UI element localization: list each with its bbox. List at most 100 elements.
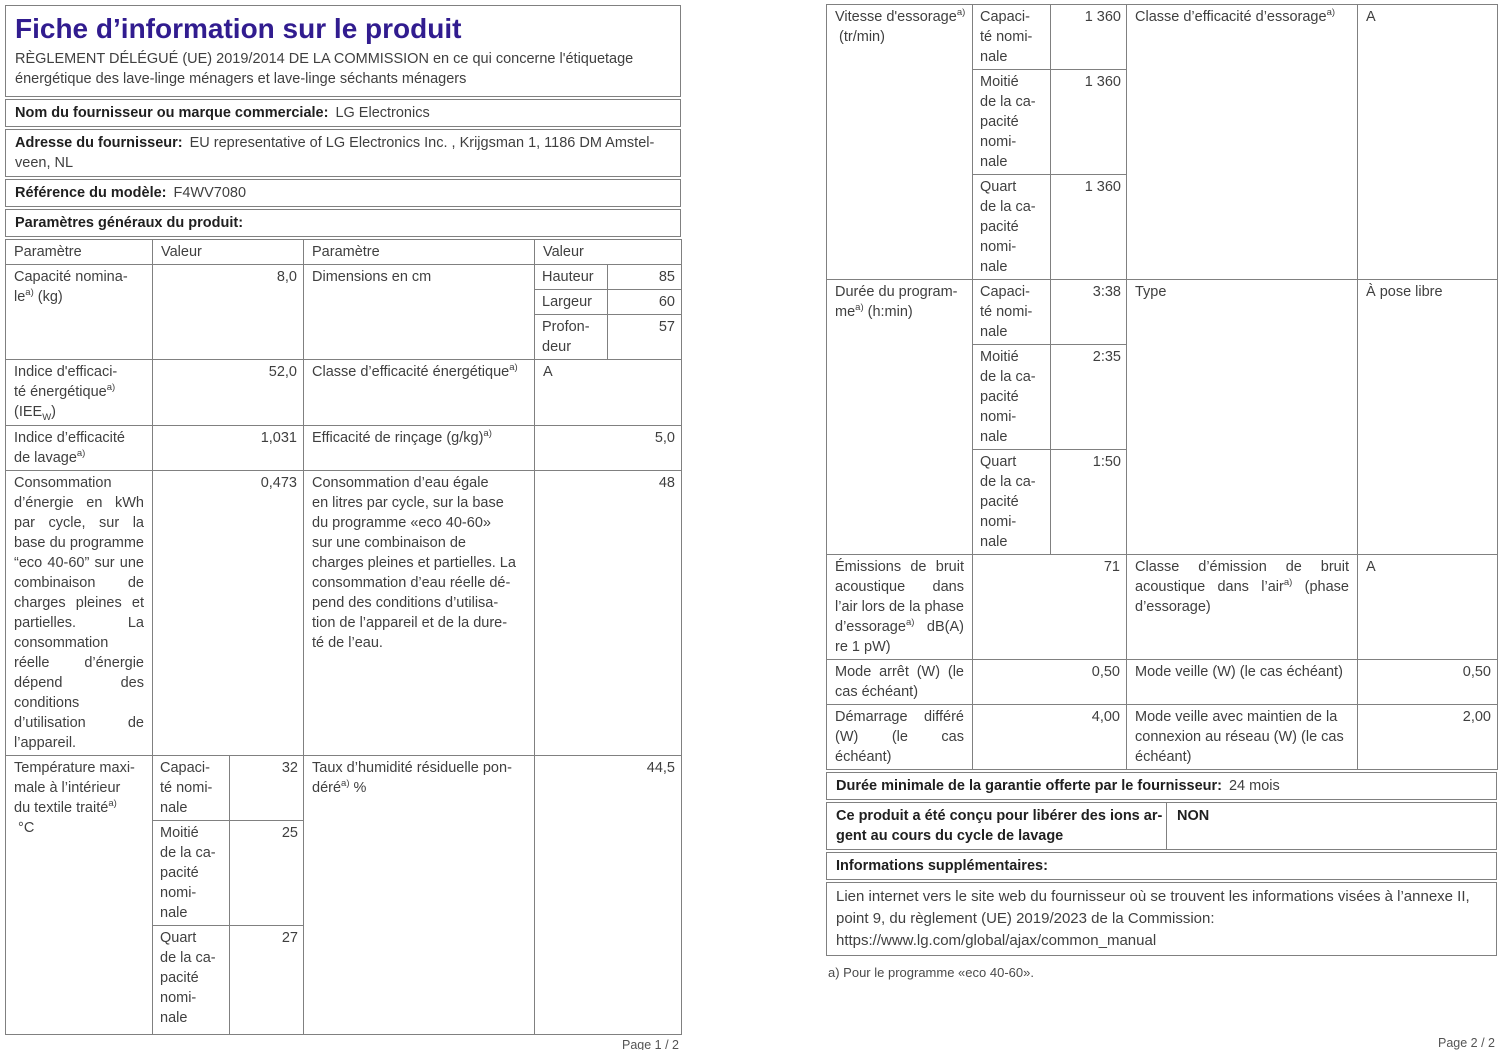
spin-speed-label: Vitesse d'essoragea) (tr/min) xyxy=(826,4,973,280)
page2-footer: Page 2 / 2 xyxy=(1438,1036,1495,1050)
spin-half-label: Moitié de la ca- pacité nomi- nale xyxy=(973,69,1051,175)
spin-rated-label: Capaci- té nomi- nale xyxy=(973,5,1051,70)
col-header-parametre-2: Paramètre xyxy=(303,239,535,265)
col-header-valeur-1: Valeur xyxy=(152,239,304,265)
regulation-text: RÈGLEMENT DÉLÉGUÉ (UE) 2019/2014 DE LA C… xyxy=(15,51,634,87)
capacity-label: Capacité nomina- lea) (kg) xyxy=(5,264,153,360)
spin-speed-subtable-cell: Capaci- té nomi- nale 1 360 Moitié de la… xyxy=(972,4,1127,280)
col-header-parametre-1: Paramètre xyxy=(5,239,153,265)
duration-quarter-value: 1:50 xyxy=(1050,449,1127,554)
additional-info-heading: Informations supplémentaires: xyxy=(836,858,1048,874)
supplier-link-box: Lien internet vers le site web du fourni… xyxy=(826,882,1497,956)
row-max-temperature: Température maxi- male à l’intérieur du … xyxy=(5,755,682,1035)
dimension-depth-label: Profon- deur xyxy=(535,314,608,359)
dimension-row-height: Hauteur 85 xyxy=(535,265,681,290)
energy-consumption-value: 0,473 xyxy=(152,470,304,756)
rinsing-efficiency-label: Efficacité de rinçage (g/kg)a) xyxy=(303,425,535,471)
spin-row-rated: Capaci- té nomi- nale 1 360 xyxy=(973,5,1127,70)
duration-subtable-cell: Capaci- té nomi- nale 3:38 Moitié de la … xyxy=(972,279,1127,555)
duration-row-quarter: Quart de la ca- pacité nomi- nale 1:50 xyxy=(973,449,1127,554)
duration-half-label: Moitié de la ca- pacité nomi- nale xyxy=(973,344,1051,450)
dimension-row-width: Largeur 60 xyxy=(535,289,681,315)
temperature-quarter-value: 27 xyxy=(229,925,304,1034)
noise-class-value: A xyxy=(1357,554,1498,660)
standby-mode-label: Mode veille (W) (le cas échéant) xyxy=(1126,659,1358,705)
washing-index-value: 1,031 xyxy=(152,425,304,471)
spin-quarter-label: Quart de la ca- pacité nomi- nale xyxy=(973,174,1051,279)
noise-emissions-label: Émissions de bruit acoustique dans l’air… xyxy=(826,554,973,660)
warranty-label: Durée minimale de la garantie offerte pa… xyxy=(836,778,1222,794)
spin-row-quarter: Quart de la ca- pacité nomi- nale 1 360 xyxy=(973,174,1127,279)
energy-class-value: A xyxy=(534,359,682,426)
duration-quarter-label: Quart de la ca- pacité nomi- nale xyxy=(973,449,1051,554)
temperature-subtable-cell: Capaci- té nomi- nale 32 Moitié de la ca… xyxy=(152,755,304,1035)
temperature-rated-value: 32 xyxy=(281,760,298,776)
supplier-name-label: Nom du fournisseur ou marque commerciale… xyxy=(15,105,329,121)
spin-speed-subtable: Capaci- té nomi- nale 1 360 Moitié de la… xyxy=(973,5,1127,279)
general-parameters-heading-box: Paramètres généraux du produit: xyxy=(5,209,681,237)
spin-class-label: Classe d’efficacité d’essoragea) xyxy=(1126,4,1358,280)
row-programme-duration: Durée du program- mea) (h:min) Capaci- t… xyxy=(826,279,1498,555)
water-consumption-label: Consommation d’eau égale en litres par c… xyxy=(303,470,535,756)
silver-ions-box: Ce produit a été conçu pour libérer des … xyxy=(826,802,1497,850)
dimension-height-value: 85 xyxy=(658,269,675,285)
model-reference-box: Référence du modèle: F4WV7080 xyxy=(5,179,681,207)
row-energy-consumption: Consommation d’énergie en kWh par cycle,… xyxy=(5,470,682,756)
warranty-value: 24 mois xyxy=(1228,778,1280,794)
temperature-quarter-label: Quart de la ca- pacité nomi- nale xyxy=(153,925,230,1034)
duration-rated-label: Capaci- té nomi- nale xyxy=(973,280,1051,345)
noise-class-label: Classe d’émission de bruit acoustique da… xyxy=(1126,554,1358,660)
duration-subtable: Capaci- té nomi- nale 3:38 Moitié de la … xyxy=(973,280,1127,554)
row-delayed-start: Démarrage différé (W) (le cas échéant) 4… xyxy=(826,704,1498,770)
continued-parameters-table: Vitesse d'essoragea) (tr/min) Capaci- té… xyxy=(826,4,1498,770)
supplier-name-box: Nom du fournisseur ou marque commerciale… xyxy=(5,99,681,127)
water-consumption-value: 48 xyxy=(534,470,682,756)
duration-half-value: 2:35 xyxy=(1050,344,1127,450)
general-parameters-heading: Paramètres généraux du produit: xyxy=(15,215,244,231)
silver-ions-label: Ce produit a été conçu pour libérer des … xyxy=(827,803,1167,849)
energy-class-label: Classe d’efficacité énergétiquea) xyxy=(303,359,535,426)
supplier-address-box: Adresse du fournisseur: EU representative… xyxy=(5,129,681,177)
standby-mode-value: 0,50 xyxy=(1357,659,1498,705)
temperature-half-value: 25 xyxy=(229,820,304,926)
spin-rated-value: 1 360 xyxy=(1084,9,1121,25)
page-1: Fiche d’information sur le produit RÈGLE… xyxy=(5,5,682,1050)
dimensions-subtable: Hauteur 85 Largeur 60 Profon- deur 57 xyxy=(535,265,681,359)
noise-emissions-value: 71 xyxy=(972,554,1127,660)
programme-duration-label: Durée du program- mea) (h:min) xyxy=(826,279,973,555)
spin-half-value: 1 360 xyxy=(1050,69,1127,175)
page-title: Fiche d’information sur le produit xyxy=(15,13,462,44)
capacity-value: 8,0 xyxy=(152,264,304,360)
page-2: Vitesse d'essoragea) (tr/min) Capaci- té… xyxy=(826,4,1498,1050)
dimension-row-depth: Profon- deur 57 xyxy=(535,314,681,359)
table-header-row: Paramètre Valeur Paramètre Valeur xyxy=(5,239,682,265)
duration-rated-value: 3:38 xyxy=(1092,284,1121,300)
supplier-address-label: Adresse du fournisseur: xyxy=(15,135,183,151)
networked-standby-label: Mode veille avec maintien de la connexio… xyxy=(1126,704,1358,770)
type-label: Type xyxy=(1126,279,1358,555)
row-off-mode: Mode arrêt (W) (le cas échéant) 0,50 Mod… xyxy=(826,659,1498,705)
row-spin-speed: Vitesse d'essoragea) (tr/min) Capaci- té… xyxy=(826,4,1498,280)
dimension-width-value: 60 xyxy=(607,289,681,315)
row-energy-efficiency-index: Indice d'efficaci- té énergétiquea) (IEE… xyxy=(5,359,682,426)
footnote-eco-programme: a) Pour le programme «eco 40-60». xyxy=(828,965,1034,980)
dimensions-subtable-cell: Hauteur 85 Largeur 60 Profon- deur 57 xyxy=(534,264,682,360)
dimension-depth-value: 57 xyxy=(607,314,681,359)
washing-index-label: Indice d’efficacité de lavagea) xyxy=(5,425,153,471)
model-reference-value: F4WV7080 xyxy=(173,185,247,201)
off-mode-label: Mode arrêt (W) (le cas échéant) xyxy=(826,659,973,705)
dimension-height-label: Hauteur xyxy=(535,265,608,290)
spin-quarter-value: 1 360 xyxy=(1050,174,1127,279)
type-value: À pose libre xyxy=(1357,279,1498,555)
silver-ions-value: NON xyxy=(1177,808,1210,824)
temperature-half-label: Moitié de la ca- pacité nomi- nale xyxy=(153,820,230,926)
dimension-width-label: Largeur xyxy=(535,289,608,315)
temperature-rated-label: Capaci- té nomi- nale xyxy=(153,756,230,821)
spin-row-half: Moitié de la ca- pacité nomi- nale 1 360 xyxy=(973,69,1127,175)
supplier-address-line1: EU representative of LG Electronics Inc.… xyxy=(189,135,655,151)
header-box: Fiche d’information sur le produit RÈGLE… xyxy=(5,5,681,97)
row-washing-index: Indice d’efficacité de lavagea) 1,031 Ef… xyxy=(5,425,682,471)
delayed-start-value: 4,00 xyxy=(972,704,1127,770)
dimensions-label: Dimensions en cm xyxy=(303,264,535,360)
